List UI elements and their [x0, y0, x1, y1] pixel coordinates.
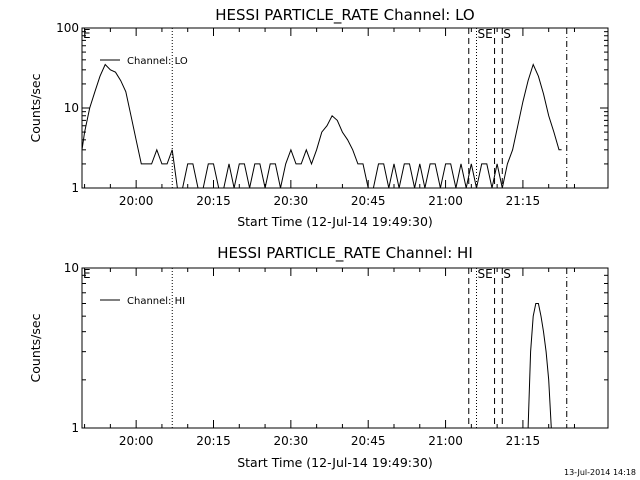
plot-frame	[81, 267, 609, 429]
x-axis-label: Start Time (12-Jul-14 19:49:30)	[237, 455, 433, 470]
x-tick-label: 20:00	[119, 194, 154, 208]
x-tick-label: 21:15	[506, 434, 541, 448]
series-line	[527, 303, 552, 428]
chart-panel-2: HESSI PARTICLE_RATE Channel: HI 1 10 20:00 2…	[28, 244, 609, 470]
x-tick-label: 21:00	[428, 194, 463, 208]
event-marker-label: E	[83, 27, 91, 41]
x-axis-label: Start Time (12-Jul-14 19:49:30)	[237, 214, 433, 229]
event-marker-label: SE	[478, 27, 493, 41]
chart-title: HESSI PARTICLE_RATE Channel: LO	[215, 6, 474, 25]
event-marker-label: S	[503, 267, 511, 281]
event-marker-label: E	[83, 267, 91, 281]
legend-label: Channel: LO	[127, 56, 188, 67]
y-tick-label: 10	[64, 261, 79, 275]
x-tick-label: 21:00	[428, 434, 463, 448]
y-axis-label: Counts/sec	[28, 73, 43, 142]
event-marker-label: SE	[478, 267, 493, 281]
x-tick-label: 20:15	[196, 434, 231, 448]
y-tick-label: 1	[71, 421, 79, 435]
legend-label: Channel: HI	[127, 296, 185, 307]
y-tick-label: 10	[64, 101, 79, 115]
x-tick-label: 20:30	[274, 434, 309, 448]
x-tick-label: 20:00	[119, 434, 154, 448]
x-tick-label: 20:30	[274, 194, 309, 208]
timestamp-stamp: 13-Jul-2014 14:18	[563, 468, 636, 477]
chart-panel-1: HESSI PARTICLE_RATE Channel: LO 1 10 100 20:…	[28, 6, 609, 229]
x-tick-label: 21:15	[506, 194, 541, 208]
y-tick-label: 100	[56, 21, 79, 35]
series-line	[82, 63, 562, 188]
y-axis-label: Counts/sec	[28, 313, 43, 382]
chart-title: HESSI PARTICLE_RATE Channel: HI	[217, 244, 473, 263]
x-tick-label: 20:45	[351, 194, 386, 208]
plot-frame	[81, 27, 609, 189]
y-tick-label: 1	[71, 181, 79, 195]
x-tick-label: 20:45	[351, 434, 386, 448]
event-marker-label: S	[503, 27, 511, 41]
x-tick-label: 20:15	[196, 194, 231, 208]
